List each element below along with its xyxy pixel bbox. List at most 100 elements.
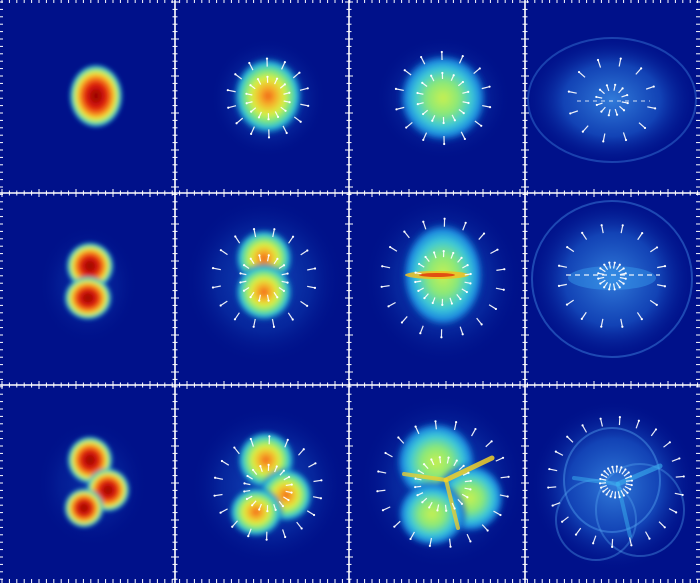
velocity-arrow-head [600, 325, 603, 328]
velocity-arrow-head [611, 545, 614, 548]
velocity-arrow-head [211, 267, 215, 270]
velocity-arrow [397, 437, 405, 444]
velocity-arrow-head [249, 84, 252, 87]
velocity-arrow [466, 533, 471, 542]
velocity-arrow [272, 229, 275, 238]
velocity-arrow [312, 496, 322, 499]
velocity-arrow-head [249, 257, 252, 260]
velocity-arrow-head [395, 108, 398, 111]
velocity-arrow-head [227, 106, 230, 109]
velocity-arrow-head [574, 533, 578, 536]
velocity-arrow-head [428, 506, 431, 509]
velocity-arrow-head [445, 509, 448, 512]
velocity-arrow-head [424, 255, 427, 259]
velocity-arrow [212, 267, 221, 271]
panel-row1-col2 [210, 38, 326, 158]
velocity-arrow-head [432, 251, 436, 254]
panel-row2-col4 [526, 195, 698, 363]
velocity-arrow [657, 265, 666, 269]
velocity-arrow-head [252, 228, 256, 231]
velocity-arrow-head [267, 136, 271, 139]
velocity-arrow-head [287, 475, 291, 479]
velocity-arrow [600, 418, 603, 427]
velocity-arrow [582, 425, 588, 433]
velocity-arrow-head [250, 132, 253, 135]
velocity-arrow-head [580, 317, 583, 320]
velocity-arrow-head [266, 509, 269, 513]
velocity-arrow-head [607, 114, 610, 117]
velocity-arrow-head [630, 544, 633, 547]
velocity-arrows [213, 435, 323, 541]
velocity-arrow-head [469, 282, 472, 285]
velocity-arrow-head [655, 246, 659, 249]
velocity-arrow [396, 106, 405, 110]
velocity-arrow-head [286, 272, 289, 275]
velocity-arrow-head [449, 545, 452, 548]
velocity-arrow-head [248, 61, 251, 65]
velocity-arrow [382, 506, 391, 511]
velocity-arrow [287, 312, 294, 320]
velocity-arrows [547, 416, 685, 548]
velocity-arrows [376, 420, 510, 548]
velocity-arrow [385, 452, 393, 458]
velocity-arrow-head [436, 509, 439, 512]
velocity-arrow [449, 538, 452, 547]
velocity-arrow-head [422, 463, 426, 466]
velocity-arrow-head [577, 70, 581, 74]
velocity-arrow [220, 249, 228, 256]
velocity-arrow-head [281, 504, 285, 508]
velocity-arrows [226, 57, 310, 139]
velocity-arrow-head [302, 448, 305, 451]
velocity-arrow-head [417, 469, 420, 472]
velocity-arrow [474, 120, 482, 127]
velocity-arrow [496, 268, 505, 271]
velocity-arrow [485, 440, 493, 448]
velocity-arrow [377, 489, 386, 492]
velocity-arrow-head [643, 126, 647, 130]
panel-row1-col4 [524, 34, 700, 166]
velocity-arrow [410, 531, 415, 540]
velocity-arrow-head [618, 263, 621, 266]
velocity-arrow [481, 86, 490, 90]
velocity-arrow-head [459, 297, 462, 301]
velocity-arrow-head [622, 109, 626, 112]
velocity-arrow [473, 67, 481, 75]
velocity-arrow-head [380, 285, 383, 288]
velocity-arrow-head [621, 87, 624, 90]
velocity-arrow-head [630, 479, 634, 482]
velocity-arrow [231, 520, 238, 528]
velocity-arrow-head [274, 508, 277, 512]
velocity-arrow [602, 133, 606, 142]
velocity-arrow-head [405, 126, 408, 129]
panel-row3-col4 [530, 400, 698, 572]
velocity-arrow-head [464, 221, 467, 224]
velocity-arrow-head [416, 91, 419, 95]
velocity-arrow-head [234, 235, 237, 238]
velocity-arrows [211, 228, 317, 328]
velocity-arrow-head [506, 495, 509, 498]
velocity-arrow [227, 89, 236, 93]
velocity-arrow-head [285, 131, 288, 135]
velocity-arrow-head [624, 468, 627, 471]
velocity-arrow [500, 476, 509, 479]
velocity-arrow-head [567, 90, 570, 93]
velocity-arrow-head [453, 119, 456, 122]
velocity-arrow-head [290, 491, 293, 494]
velocity-arrow [253, 229, 257, 238]
velocity-arrow-head [258, 254, 261, 257]
velocity-arrow [663, 441, 671, 448]
velocity-arrow-head [306, 304, 309, 307]
velocity-arrow [281, 61, 286, 70]
velocity-arrow [282, 529, 286, 538]
velocity-arrow-head [286, 438, 289, 441]
velocity-arrow [422, 221, 427, 230]
velocity-arrow [471, 428, 476, 437]
velocity-arrow-head [621, 325, 624, 328]
velocity-arrow-head [566, 246, 569, 249]
velocity-arrow-head [231, 525, 234, 528]
velocity-arrows [380, 217, 506, 339]
velocity-arrow [306, 510, 315, 516]
velocity-arrow-head [466, 496, 469, 499]
velocity-arrow [419, 325, 424, 334]
